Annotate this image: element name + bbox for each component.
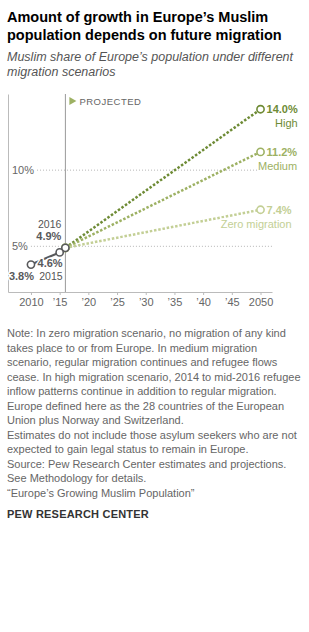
series-marker	[27, 261, 34, 268]
x-tick: 2050	[249, 292, 273, 308]
y-tick-label: 10%	[12, 164, 34, 176]
credit: PEW RESEARCH CENTER	[7, 508, 302, 520]
x-tick-mark	[146, 292, 147, 295]
data-label: 11.2%	[267, 146, 298, 158]
data-label: 14.0%	[267, 103, 298, 115]
x-tick-mark	[60, 292, 61, 295]
series-marker	[257, 206, 264, 213]
series-marker	[62, 244, 69, 251]
annotation-label: 2015	[39, 270, 63, 282]
x-tick-mark	[174, 292, 175, 295]
y-axis: 5% 10%	[8, 95, 34, 293]
x-tick-label: ’40	[196, 296, 211, 308]
y-tick: 10%	[8, 164, 34, 176]
data-labels: 14.0% High 11.2% Medium 7.4% Zero migration 3.…	[9, 103, 298, 282]
x-tick: ’45	[225, 292, 240, 308]
x-tick-label: 2050	[249, 296, 273, 308]
note: “Europe’s Growing Muslim Population”	[7, 486, 302, 501]
note: See Methodology for details.	[7, 471, 302, 486]
grid-line	[37, 170, 272, 171]
projection-arrow	[69, 97, 76, 105]
data-label: 4.6%	[38, 257, 63, 269]
projection-divider	[65, 94, 66, 292]
title: Amount of growth in Europe’s Muslim popu…	[7, 8, 302, 44]
data-label: 4.9%	[36, 230, 61, 242]
x-tick-label: ’45	[225, 296, 240, 308]
series-marker	[62, 244, 69, 251]
x-tick-label: ’25	[110, 296, 125, 308]
data-label: 3.8%	[9, 270, 34, 282]
series-name: Medium	[258, 160, 297, 172]
chart-svg: 5% 10% 2010 ’15 ’20 ’25 ’30 ’35 ’40 ’45 2050 PROJEC…	[0, 80, 309, 320]
x-tick-mark	[261, 292, 262, 295]
series-marker	[62, 244, 69, 251]
x-tick-label: ’20	[82, 296, 97, 308]
note: Estimates do not include those asylum se…	[7, 428, 302, 457]
x-tick: 2010	[19, 292, 43, 308]
x-tick-mark	[117, 292, 118, 295]
x-axis-line	[9, 292, 273, 293]
x-tick: ’40	[196, 292, 211, 308]
data-label: 7.4%	[267, 204, 292, 216]
series-marker	[257, 106, 264, 113]
series-marker	[62, 244, 69, 251]
x-axis: 2010 ’15 ’20 ’25 ’30 ’35 ’40 ’45 2050	[9, 292, 274, 308]
x-tick-label: 2010	[19, 296, 43, 308]
x-tick-mark	[203, 292, 204, 295]
x-tick-label: ’35	[168, 296, 183, 308]
x-tick: ’30	[139, 292, 154, 308]
marks	[27, 106, 264, 269]
series-marker	[257, 148, 264, 155]
annotations: PROJECTED	[65, 94, 141, 292]
x-tick-mark	[31, 292, 32, 295]
series-line	[65, 152, 260, 248]
x-tick: ’15	[53, 292, 68, 308]
x-tick: ’20	[82, 292, 97, 308]
y-axis-line	[8, 95, 9, 293]
note: Europe defined here as the 28 countries …	[7, 399, 302, 428]
chart-root: Amount of growth in Europe’s Muslim popu…	[0, 0, 309, 520]
x-tick-label: ’15	[53, 296, 68, 308]
y-tick: 5%	[8, 240, 28, 252]
series-name: Zero migration	[221, 218, 292, 230]
series-name: High	[275, 117, 298, 129]
notes: Note: In zero migration scenario, no mig…	[7, 326, 302, 500]
note: Source: Pew Research Center estimates an…	[7, 457, 302, 472]
x-tick-label: ’30	[139, 296, 154, 308]
grid	[31, 170, 272, 246]
x-tick-mark	[232, 292, 233, 295]
subtitle: Muslim share of Europe’s population unde…	[7, 50, 302, 80]
annotation-label: PROJECTED	[79, 96, 141, 107]
x-tick: ’25	[110, 292, 125, 308]
annotation-label: 2016	[38, 218, 62, 230]
x-tick: ’35	[168, 292, 183, 308]
y-tick-label: 5%	[12, 240, 28, 252]
x-tick-mark	[88, 292, 89, 295]
note: Note: In zero migration scenario, no mig…	[7, 326, 302, 399]
